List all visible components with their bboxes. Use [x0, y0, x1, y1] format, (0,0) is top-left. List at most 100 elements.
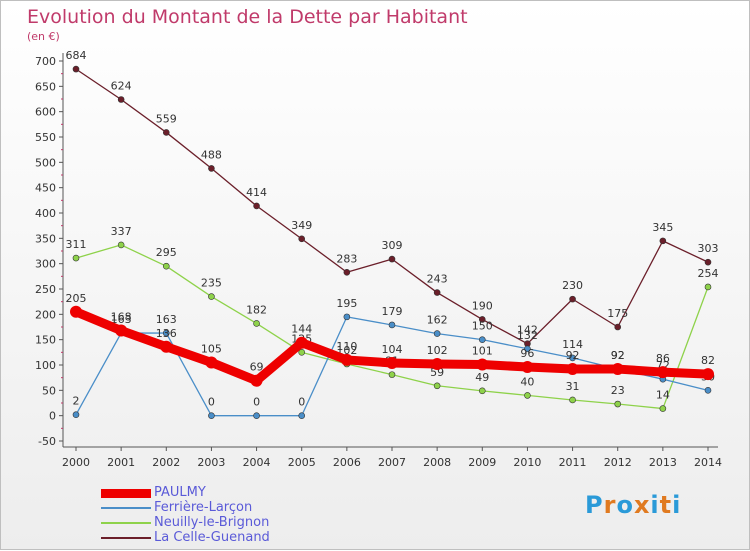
- y-tick-label: 450: [35, 182, 56, 195]
- data-point: [704, 283, 712, 291]
- y-tick-label: 0: [49, 410, 56, 423]
- legend-item: Neuilly-le-Brignon: [101, 515, 361, 530]
- data-label: 150: [472, 320, 493, 333]
- data-point: [611, 363, 624, 376]
- data-point: [569, 354, 576, 362]
- data-point: [388, 321, 396, 329]
- data-point: [478, 316, 486, 323]
- data-point: [298, 235, 306, 243]
- data-label: 40: [520, 375, 534, 388]
- data-label: 86: [656, 352, 670, 365]
- data-point: [162, 329, 170, 337]
- x-tick-label: 2004: [243, 456, 271, 469]
- data-point: [614, 400, 622, 408]
- data-point: [117, 96, 125, 103]
- data-point: [208, 412, 215, 419]
- data-point: [524, 345, 531, 353]
- x-tick-label: 2001: [107, 456, 135, 469]
- data-point: [298, 412, 306, 419]
- data-label: 132: [517, 329, 538, 342]
- x-tick-label: 2002: [152, 456, 180, 469]
- x-tick-label: 2000: [62, 456, 90, 469]
- data-label: 110: [336, 340, 357, 353]
- data-point: [524, 392, 531, 399]
- data-label: 31: [566, 380, 580, 393]
- data-point: [704, 258, 712, 266]
- data-label: 190: [472, 299, 493, 312]
- legend-item: La Celle-Guenand: [101, 530, 361, 545]
- data-label: 303: [698, 242, 719, 255]
- x-tick-label: 2013: [649, 456, 677, 469]
- data-point: [566, 363, 579, 376]
- data-label: 163: [156, 313, 177, 326]
- data-label: 144: [291, 323, 312, 336]
- data-point: [343, 268, 351, 276]
- data-label: 162: [427, 314, 448, 327]
- data-label: 142: [517, 324, 538, 337]
- data-point: [659, 237, 667, 245]
- unit-label: (en €): [27, 30, 60, 43]
- data-label: 114: [562, 338, 583, 351]
- y-tick-label: 350: [35, 232, 56, 245]
- y-tick-label: 300: [35, 258, 56, 271]
- x-tick-label: 2005: [288, 456, 316, 469]
- data-label: 82: [701, 354, 715, 367]
- data-label: 349: [291, 219, 312, 232]
- data-label: 179: [382, 305, 403, 318]
- data-point: [253, 320, 260, 327]
- data-point: [388, 371, 396, 378]
- data-label: 69: [250, 361, 264, 374]
- legend-label: La Celle-Guenand: [154, 530, 270, 545]
- data-label: 92: [611, 349, 625, 362]
- data-label: 488: [201, 148, 222, 161]
- legend-item: Ferrière-Larçon: [101, 500, 361, 515]
- data-point: [704, 387, 712, 394]
- data-point: [70, 305, 82, 318]
- data-label: 104: [382, 343, 403, 356]
- logo-letter: P: [585, 491, 604, 519]
- data-label: 311: [66, 238, 87, 251]
- data-label: 309: [382, 239, 403, 252]
- data-label: 14: [656, 389, 670, 402]
- series-line: [75, 68, 709, 345]
- data-label: 175: [607, 307, 628, 320]
- data-label: 195: [336, 297, 357, 310]
- y-tick-label: 700: [35, 55, 56, 68]
- x-tick-label: 2010: [513, 456, 541, 469]
- data-point: [205, 356, 218, 369]
- data-point: [386, 356, 398, 369]
- data-point: [569, 396, 576, 404]
- data-label: 101: [472, 344, 493, 357]
- data-point: [433, 382, 441, 390]
- x-tick-label: 2006: [333, 456, 361, 469]
- data-label: 624: [111, 80, 132, 93]
- x-tick-label: 2008: [423, 456, 451, 469]
- data-point: [208, 293, 215, 300]
- logo-letter: i: [672, 491, 682, 519]
- data-point: [162, 262, 170, 270]
- y-tick-label: 600: [35, 106, 56, 119]
- data-point: [295, 336, 308, 349]
- data-label: 23: [611, 384, 625, 397]
- x-tick-label: 2014: [694, 456, 722, 469]
- data-point: [388, 255, 396, 263]
- data-label: 0: [253, 396, 260, 409]
- y-tick-label: 250: [35, 283, 56, 296]
- chart-legend: PAULMY Ferrière-Larçon Neuilly-le-Brignon L…: [101, 485, 361, 545]
- y-tick-label: 550: [35, 131, 56, 144]
- data-point: [72, 65, 80, 73]
- data-label: 414: [246, 186, 267, 199]
- data-point: [521, 361, 534, 374]
- data-point: [298, 349, 306, 356]
- data-label: 684: [66, 49, 87, 62]
- y-tick-label: 500: [35, 156, 56, 169]
- chart-title: Evolution du Montant de la Dette par Hab…: [27, 6, 468, 28]
- data-label: 168: [111, 311, 132, 324]
- data-label: 205: [66, 292, 87, 305]
- proxiti-logo: Proxiti: [585, 491, 681, 519]
- data-point: [72, 411, 80, 418]
- data-point: [115, 324, 128, 337]
- data-label: 92: [611, 349, 625, 362]
- legend-swatch: [101, 488, 151, 498]
- data-label: 49: [475, 371, 489, 384]
